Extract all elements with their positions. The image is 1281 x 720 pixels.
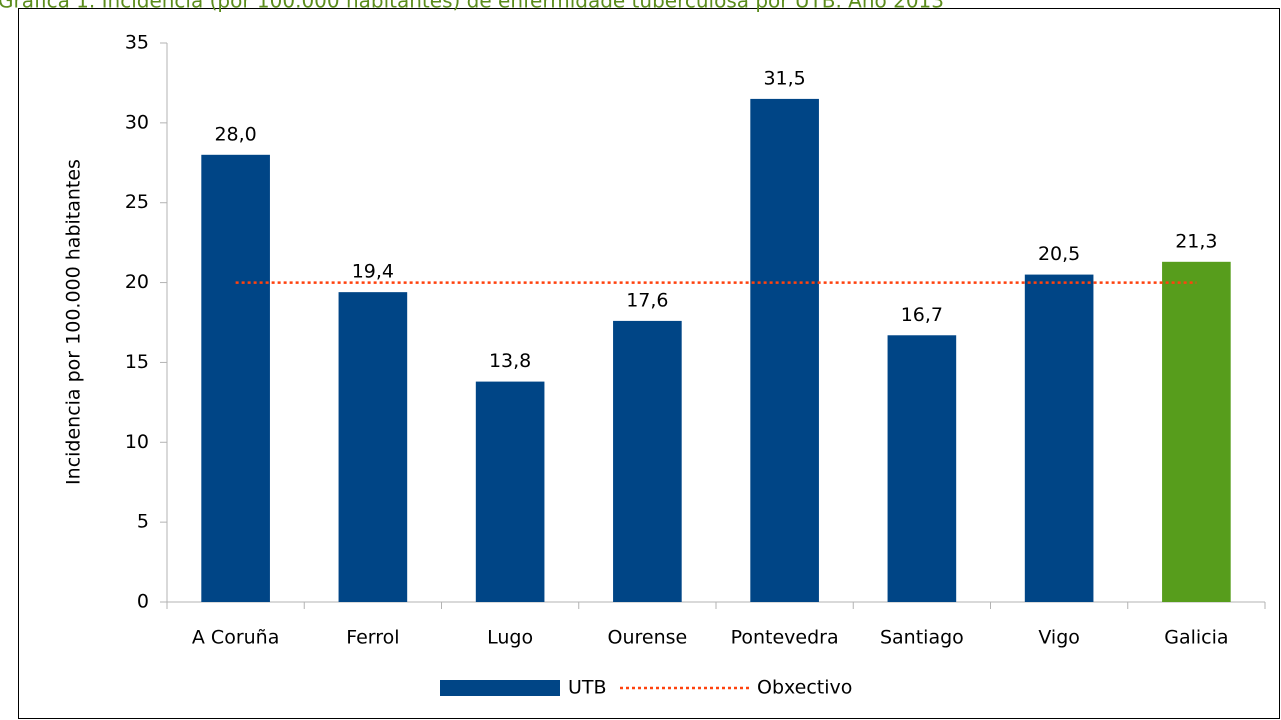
x-tick-label: Ourense xyxy=(608,627,688,649)
bar xyxy=(475,381,545,602)
bar xyxy=(1024,274,1094,602)
bar xyxy=(1162,261,1231,602)
bar xyxy=(750,98,819,603)
x-tick-label: Pontevedra xyxy=(731,627,839,649)
data-label: 31,5 xyxy=(763,67,805,89)
data-label: 28,0 xyxy=(214,123,256,145)
y-axis-label: Incidencia por 100.000 habitantes xyxy=(63,159,85,485)
y-tick-label: 5 xyxy=(137,511,149,533)
y-tick-label: 30 xyxy=(125,111,149,133)
data-label: 21,3 xyxy=(1175,230,1217,252)
y-tick-label: 10 xyxy=(125,431,149,453)
x-tick-label: Galicia xyxy=(1164,627,1228,649)
data-label: 16,7 xyxy=(901,304,943,326)
bar xyxy=(201,154,270,603)
legend-swatch xyxy=(440,680,560,696)
y-tick-label: 25 xyxy=(125,191,149,213)
data-label: 17,6 xyxy=(626,289,668,311)
chart-title: Gráfica 1. Incidencia (por 100.000 habit… xyxy=(0,0,944,13)
legend-label: Obxectivo xyxy=(757,677,852,699)
y-tick-label: 15 xyxy=(125,351,149,373)
data-label: 19,4 xyxy=(352,261,394,283)
x-tick-label: Ferrol xyxy=(346,627,399,649)
bar xyxy=(613,320,682,602)
x-tick-label: Lugo xyxy=(487,627,533,649)
bar xyxy=(887,335,957,602)
x-tick-label: A Coruña xyxy=(192,627,279,649)
y-tick-label: 0 xyxy=(137,591,149,613)
x-tick-label: Vigo xyxy=(1038,627,1080,649)
bar xyxy=(338,292,408,602)
data-label: 13,8 xyxy=(489,350,531,372)
data-label: 20,5 xyxy=(1038,243,1080,265)
y-tick-label: 35 xyxy=(125,32,149,54)
y-tick-label: 20 xyxy=(125,271,149,293)
x-tick-label: Santiago xyxy=(880,627,964,649)
legend-label: UTB xyxy=(568,677,607,699)
